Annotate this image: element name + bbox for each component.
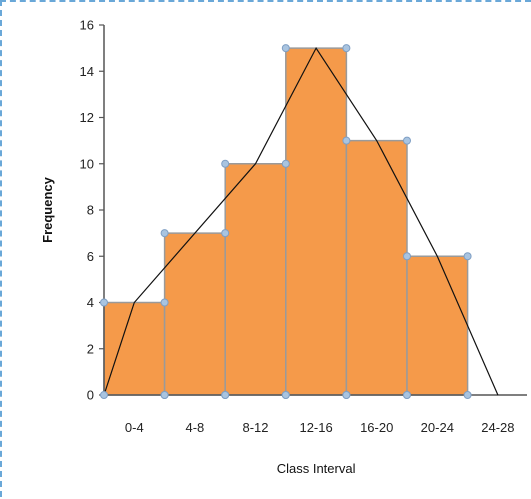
bar-corner-marker: [100, 298, 108, 307]
histogram-bar: [285, 47, 348, 396]
bar-corner-marker: [281, 159, 290, 168]
y-tick-label: 16: [80, 18, 94, 33]
y-tick-label: 10: [80, 156, 94, 171]
histogram-bar: [224, 163, 287, 396]
bars-layer: [103, 47, 469, 396]
x-tick-label: 16-20: [360, 420, 393, 435]
histogram-bar: [103, 301, 166, 396]
bar-corner-marker: [100, 391, 108, 399]
bar-corner-marker: [463, 252, 472, 261]
x-tick-label: 8-12: [242, 420, 268, 435]
y-tick-label: 2: [87, 341, 94, 356]
bar-corner-marker: [160, 391, 169, 399]
histogram-bar: [406, 255, 469, 396]
y-tick-label: 0: [87, 388, 94, 403]
markers-layer: [100, 44, 472, 399]
bar-corner-marker: [342, 44, 351, 53]
bar-corner-marker: [281, 44, 290, 53]
bar-corner-marker: [342, 136, 351, 145]
bar-corner-marker: [160, 298, 169, 307]
bar-corner-marker: [160, 229, 169, 238]
bar-corner-marker: [403, 136, 411, 145]
y-tick-labels: 0 2 4 6 8 10 12 14 16: [80, 18, 104, 403]
y-tick-label: 4: [87, 295, 94, 310]
x-tick-labels: 0-4 4-8 8-12 12-16 16-20 20-24 24-28: [125, 420, 515, 435]
histogram-bar: [345, 139, 408, 396]
x-tick-label: 4-8: [186, 420, 205, 435]
frequency-polygon-line: [103, 46, 499, 396]
y-tick-label: 8: [87, 203, 94, 218]
frequency-polygon-layer: [103, 46, 499, 396]
bar-corner-marker: [281, 391, 290, 399]
x-axis-title: Class Interval: [277, 461, 356, 476]
histogram-bar: [163, 232, 226, 396]
bar-corner-marker: [221, 159, 230, 168]
x-tick-label: 20-24: [421, 420, 454, 435]
x-tick-label: 0-4: [125, 420, 144, 435]
bar-corner-marker: [221, 229, 230, 238]
bar-corner-marker: [221, 391, 230, 399]
x-tick-label: 12-16: [299, 420, 332, 435]
bar-corner-marker: [403, 391, 411, 399]
x-tick-label: 24-28: [481, 420, 514, 435]
bar-corner-marker: [463, 391, 472, 399]
y-tick-label: 12: [80, 110, 94, 125]
y-tick-label: 6: [87, 249, 94, 264]
bar-corner-marker: [342, 391, 351, 399]
bar-corner-marker: [403, 252, 411, 261]
y-tick-label: 14: [80, 64, 94, 79]
y-axis-title: Frequency: [40, 176, 55, 243]
